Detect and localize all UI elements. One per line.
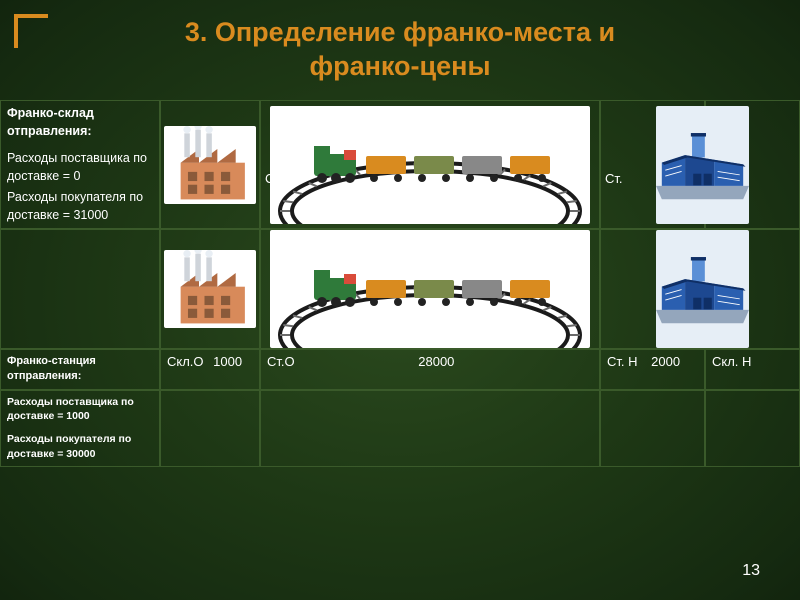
row2-supplier-cell: Расходы поставщика по доставке = 1000 Ра… <box>0 390 160 467</box>
row1-description: Франко-склад отправления: Расходы постав… <box>0 100 160 229</box>
row1-c3-label: С <box>265 171 274 186</box>
row2-c4b: 2000 <box>651 354 680 369</box>
row1-c4-label: Ст. <box>605 171 623 186</box>
row2-c5: Скл. Н <box>705 349 800 390</box>
row2-col3 <box>260 229 600 349</box>
row2-description: Франко-станция отправления: <box>0 349 160 390</box>
row1-c2-label: С <box>165 171 174 186</box>
row1-col3: С <box>260 100 600 229</box>
row2-c3: Ст.О 28000 <box>260 349 600 390</box>
row2-c2b: 1000 <box>213 354 242 369</box>
row2-c3a: Ст.О <box>267 354 295 369</box>
factory-icon <box>164 126 256 204</box>
empty-2 <box>260 390 600 467</box>
train-icon <box>270 106 590 224</box>
row1-col2: С <box>160 100 260 229</box>
warehouse-icon <box>656 106 749 224</box>
row1-heading: Франко-склад отправления: <box>7 105 153 140</box>
slide-title: 3. Определение франко-места и франко-цен… <box>0 0 800 102</box>
row2-c5-label: Скл. Н <box>712 354 751 369</box>
empty-1 <box>160 390 260 467</box>
row1-supplier: Расходы поставщика по доставке = 0 <box>7 150 153 185</box>
row2-col2 <box>160 229 260 349</box>
row2-col5 <box>705 229 800 349</box>
warehouse-icon <box>656 230 749 348</box>
train-icon <box>270 230 590 348</box>
title-line-2: франко-цены <box>309 51 490 81</box>
corner-accent <box>14 14 48 48</box>
row1-buyer: Расходы покупателя по доставке = 31000 <box>7 189 153 224</box>
row2-c2a: Скл.О <box>167 354 204 369</box>
factory-icon <box>164 250 256 328</box>
row2-buyer: Расходы покупателя по доставке = 30000 <box>7 432 153 461</box>
empty-3 <box>600 390 705 467</box>
row2-c2: Скл.О 1000 <box>160 349 260 390</box>
row1-col5 <box>705 100 800 229</box>
empty-4 <box>705 390 800 467</box>
slide-number: 13 <box>742 562 760 580</box>
title-line-1: 3. Определение франко-места и <box>185 17 615 47</box>
row2-supplier: Расходы поставщика по доставке = 1000 <box>7 395 153 424</box>
row2-description-upper <box>0 229 160 349</box>
row2-c4: Ст. Н 2000 <box>600 349 705 390</box>
content-grid: Франко-склад отправления: Расходы постав… <box>0 100 800 467</box>
row2-c4a: Ст. Н <box>607 354 638 369</box>
row2-heading: Франко-станция отправления: <box>7 354 153 385</box>
row2-c3b: 28000 <box>418 354 454 369</box>
